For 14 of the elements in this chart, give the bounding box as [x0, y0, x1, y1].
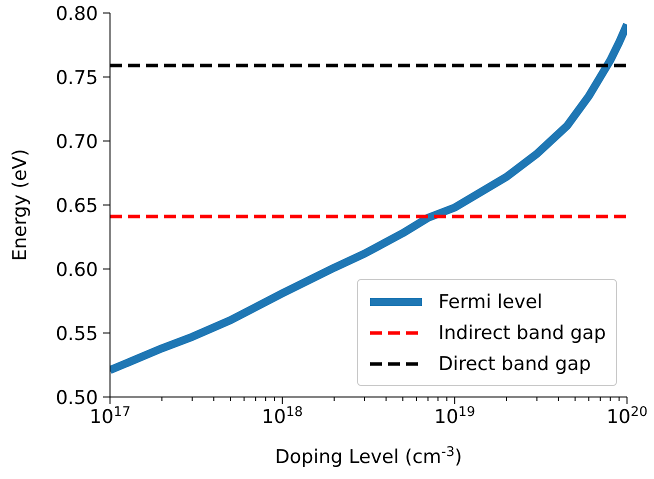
- y-tick-label: 0.70: [56, 131, 98, 153]
- y-tick-label: 0.80: [56, 3, 98, 25]
- legend-label: Direct band gap: [438, 352, 591, 374]
- y-axis-title: Energy (eV): [9, 148, 31, 262]
- x-axis-title: Doping Level (cm$^{-3}$): [275, 444, 462, 468]
- y-tick-label: 0.75: [56, 67, 98, 89]
- y-tick-label: 0.65: [56, 195, 98, 217]
- legend-label: Fermi level: [438, 290, 542, 312]
- x-tick-label: 10$^{20}$: [606, 404, 648, 428]
- x-tick-label: 10$^{19}$: [434, 404, 476, 428]
- x-tick-label: 10$^{18}$: [262, 404, 303, 428]
- legend-label: Indirect band gap: [438, 322, 606, 344]
- y-tick-label: 0.60: [56, 259, 98, 281]
- y-tick-label: 0.55: [56, 323, 98, 345]
